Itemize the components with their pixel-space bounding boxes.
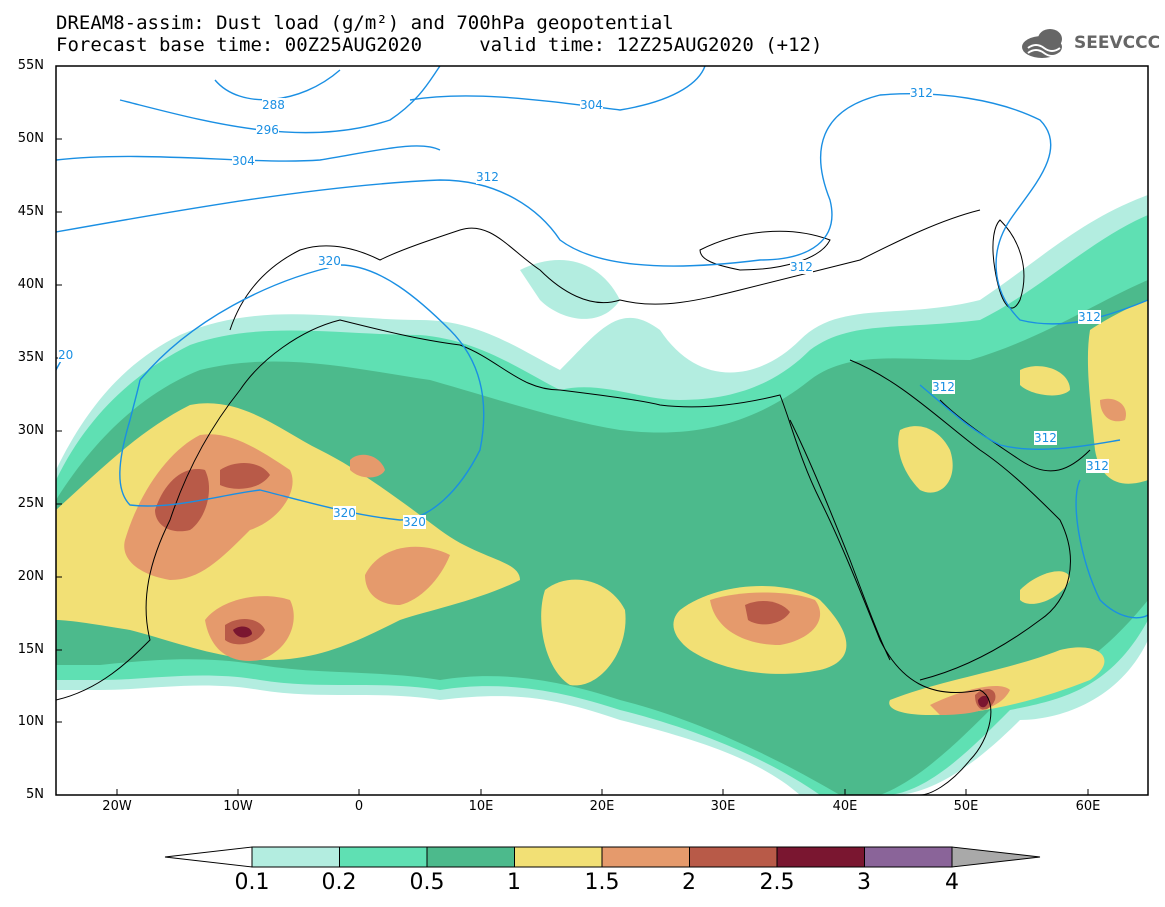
dust-band-1.5-algeria — [350, 454, 385, 478]
contour-304-west — [56, 145, 441, 162]
contour-label: 304 — [580, 98, 603, 112]
colorbar-box — [864, 846, 953, 868]
lat-label: 35N — [17, 350, 44, 365]
contour-label: 312 — [1086, 459, 1109, 473]
dust-fields — [56, 195, 1148, 795]
map-title: DREAM8-assim: Dust load (g/m²) and 700hP… — [56, 12, 674, 34]
colorbar-label: 3 — [857, 870, 871, 895]
contour-label: 312 — [910, 86, 933, 100]
contour-312-east — [919, 384, 1121, 450]
lat-label: 30N — [17, 423, 44, 438]
lat-label: 10N — [17, 714, 44, 729]
axis-ticks — [56, 65, 1089, 796]
colorbar-box — [251, 846, 340, 868]
lat-label: 45N — [17, 204, 44, 219]
lon-label: 0 — [354, 799, 364, 814]
colorbar-box — [689, 846, 778, 868]
colorbar-box — [426, 846, 515, 868]
dust-band-2-sudan — [745, 600, 790, 625]
lon-label: 60E — [1075, 799, 1101, 814]
contour-296 — [119, 66, 441, 134]
coastlines — [56, 209, 1091, 795]
lat-label: 40N — [17, 277, 44, 292]
dust-band-2.5-mali — [233, 626, 252, 638]
dust-band-0.5 — [56, 280, 1148, 795]
colorbar — [164, 846, 1041, 868]
lon-label: 30E — [710, 799, 736, 814]
dust-band-1-east — [1087, 300, 1148, 484]
colorbar-label: 0.5 — [409, 870, 445, 895]
colorbar-boxes — [251, 846, 953, 868]
colorbar-label: 0.1 — [234, 870, 270, 895]
lon-label: 10W — [223, 799, 253, 814]
dust-band-1-arabiasea — [1020, 571, 1070, 604]
contour-312-north — [56, 93, 1148, 325]
contour-label: 296 — [256, 123, 279, 137]
africa-coast — [56, 319, 992, 795]
colorbar-label: 4 — [945, 870, 959, 895]
lat-label: 5N — [26, 787, 44, 802]
lon-label: 50E — [953, 799, 979, 814]
contour-label: 320 — [318, 254, 341, 268]
europe-coast — [229, 209, 981, 331]
colorbar-label: 2.5 — [759, 870, 795, 895]
dust-band-2.5-somalia — [978, 695, 989, 708]
dust-band-1-chad — [541, 579, 626, 686]
red-sea-east — [789, 419, 891, 661]
contour-label: 312 — [1078, 310, 1101, 324]
colorbar-max-arrow — [951, 846, 1041, 868]
lon-label: 20W — [102, 799, 132, 814]
colorbar-label: 1 — [507, 870, 521, 895]
lat-label: 20N — [17, 569, 44, 584]
dust-band-1-aden — [889, 647, 1105, 715]
contour-label: 320 — [403, 515, 426, 529]
dust-band-1-arabia — [898, 426, 953, 493]
lon-label: 10E — [468, 799, 494, 814]
lon-label: 40E — [832, 799, 858, 814]
contour-label: 288 — [262, 98, 285, 112]
lat-label: 25N — [17, 496, 44, 511]
colorbar-box — [776, 846, 865, 868]
arabia-coast — [849, 359, 1071, 681]
contour-label: 320 — [333, 506, 356, 520]
colorbar-box — [601, 846, 690, 868]
contour-label: 20 — [58, 348, 74, 362]
cloud-logo-icon — [1022, 29, 1062, 58]
colorbar-label: 0.2 — [321, 870, 357, 895]
contour-label: 312 — [1034, 431, 1057, 445]
contour-label: 312 — [476, 170, 499, 184]
contour-label: 312 — [932, 380, 955, 394]
dust-band-2-w2 — [220, 463, 270, 489]
colorbar-label: 1.5 — [584, 870, 620, 895]
contour-label: 312 — [790, 260, 813, 274]
colorbar-min-arrow — [164, 846, 253, 868]
lat-label: 15N — [17, 642, 44, 657]
dust-band-1.5-niger — [365, 546, 450, 605]
colorbar-box — [339, 846, 428, 868]
contour-312-gulf — [1075, 479, 1148, 619]
dust-band-1-iran — [1020, 366, 1070, 396]
colorbar-label: 2 — [682, 870, 696, 895]
contour-label: 304 — [232, 154, 255, 168]
colorbar-box — [514, 846, 603, 868]
lat-label: 55N — [17, 58, 44, 73]
persian-gulf — [939, 399, 1091, 472]
lat-label: 50N — [17, 131, 44, 146]
logo-text: SEEVCCC — [1074, 33, 1161, 53]
lon-label: 20E — [589, 799, 615, 814]
dust-band-2-west — [155, 469, 210, 532]
dust-band-1.5-iran — [1100, 398, 1126, 422]
contour-304-east — [409, 66, 706, 111]
map-subtitle-times: Forecast base time: 00Z25AUG2020 valid t… — [56, 34, 823, 56]
